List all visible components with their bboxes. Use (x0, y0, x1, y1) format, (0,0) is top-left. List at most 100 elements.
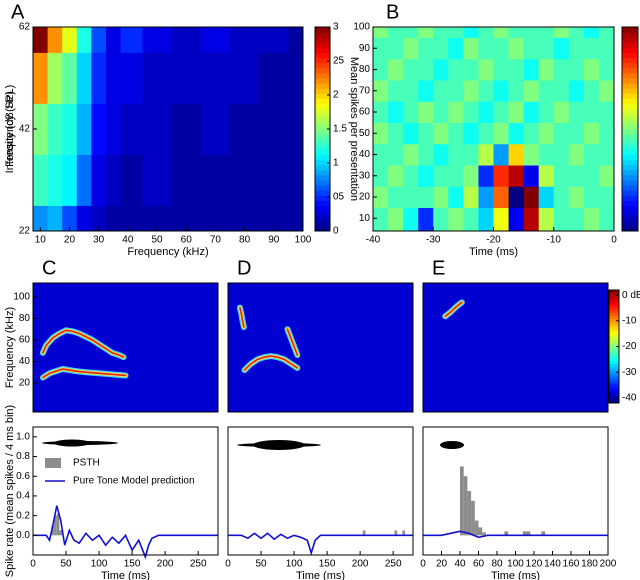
contour-cell (105, 52, 121, 104)
heatmap-cell (448, 122, 464, 145)
colorbar-step (622, 215, 638, 222)
heatmap-cell (538, 80, 555, 102)
colorbar-step (315, 129, 330, 135)
colorbar-step (622, 180, 638, 186)
heatmap-cell (598, 207, 615, 232)
x-tick-label: 40 (454, 559, 466, 570)
colorbar-step (622, 118, 638, 125)
x-tick-label: 40 (122, 235, 134, 246)
x-tick-label: 100 (286, 559, 303, 570)
colorbar-step (609, 383, 619, 387)
contour-cell (105, 205, 121, 232)
heatmap-cell (478, 101, 494, 124)
colorbar-step (609, 304, 619, 308)
heatmap-cell (418, 27, 434, 39)
colorbar-tick-label: -30 (622, 367, 637, 378)
colorbar-step (315, 225, 330, 232)
heatmap-cell (463, 27, 479, 39)
heatmap-cell (433, 186, 449, 209)
heatmap-cell (403, 143, 419, 166)
x-axis-label: Time (ms) (491, 570, 540, 580)
spectrogram-background (423, 283, 608, 412)
colorbar-step (609, 301, 619, 305)
x-tick-label: 250 (190, 559, 207, 570)
contour-cell (142, 27, 173, 53)
y-tick-label: 50 (359, 128, 371, 139)
heatmap-cell (493, 80, 509, 102)
model-line (423, 530, 608, 539)
heatmap-cell (583, 37, 600, 60)
x-tick-label: 150 (124, 559, 141, 570)
heatmap-cell (433, 143, 449, 166)
heatmap-cell (538, 143, 555, 166)
heatmap-cell (523, 143, 540, 166)
contour-cell (120, 27, 143, 53)
colorbar-tick-label: 1.5 (333, 124, 347, 135)
heatmap-cell (568, 58, 585, 81)
heatmap-cell (463, 186, 479, 209)
heatmap-cell (493, 101, 509, 124)
colorbar-step (315, 57, 330, 64)
contour-cell (230, 103, 260, 155)
colorbar-step (315, 144, 330, 150)
colorbar-step (315, 139, 330, 145)
heatmap-cell (388, 37, 404, 60)
heatmap-cell (373, 80, 389, 102)
contour-cell (62, 205, 78, 232)
waveform (440, 441, 464, 449)
x-tick-label: 200 (352, 559, 369, 570)
x-tick-label: 180 (581, 559, 598, 570)
contour-cell (120, 205, 143, 232)
plot-frame (32, 426, 219, 556)
contour-cell (62, 27, 78, 53)
colorbar-step (315, 98, 330, 104)
colorbar-step (609, 354, 619, 359)
heatmap-cell (403, 122, 419, 145)
psth-bar (394, 530, 398, 536)
heatmap-cell (568, 122, 585, 145)
colorbar-step (609, 292, 619, 297)
heatmap-cell (463, 80, 479, 102)
colorbar-step (622, 205, 638, 212)
y-tick-label: 30 (359, 170, 371, 181)
contour-cell (47, 154, 63, 206)
heatmap-cell (508, 27, 525, 39)
contour-cell (76, 154, 92, 206)
colorbar-step (622, 200, 638, 206)
contour-cell (62, 154, 78, 206)
heatmap-cell (598, 27, 615, 39)
heatmap-cell (373, 101, 389, 124)
x-tick-label: 10 (35, 235, 47, 246)
x-tick-label: 30 (93, 235, 105, 246)
heatmap-cell (553, 165, 570, 187)
model-line (228, 532, 413, 556)
heatmap-cell (583, 165, 600, 187)
contour-cell (259, 27, 289, 53)
x-axis-label: Frequency (kHz) (127, 246, 208, 258)
heatmap-cell (448, 37, 464, 60)
heatmap-cell (373, 122, 389, 145)
colorbar-step (609, 386, 619, 390)
colorbar-step (315, 118, 330, 125)
heatmap-cell (418, 58, 434, 81)
contour-cell (76, 52, 92, 104)
heatmap-cell (433, 207, 449, 232)
heatmap-cell (463, 58, 479, 81)
colorbar-step (622, 52, 638, 59)
heatmap-cell (568, 143, 585, 166)
y-axis-label: Spike rate (mean spikes / 4 ms bin) (4, 405, 16, 577)
heatmap-cell (523, 186, 540, 209)
heatmap-cell (553, 207, 570, 232)
call-trace (286, 328, 299, 356)
contour-cell (230, 52, 260, 104)
heatmap-cell (418, 101, 434, 124)
colorbar-tick-label: 2 (333, 90, 339, 101)
heatmap-cell (508, 143, 525, 166)
colorbar-step (609, 312, 619, 316)
colorbar-step (622, 57, 638, 64)
contour-cell (171, 103, 202, 155)
heatmap-cell (463, 37, 479, 60)
heatmap-cell (583, 80, 600, 102)
colorbar-step (622, 195, 638, 201)
colorbar-step (622, 108, 638, 115)
